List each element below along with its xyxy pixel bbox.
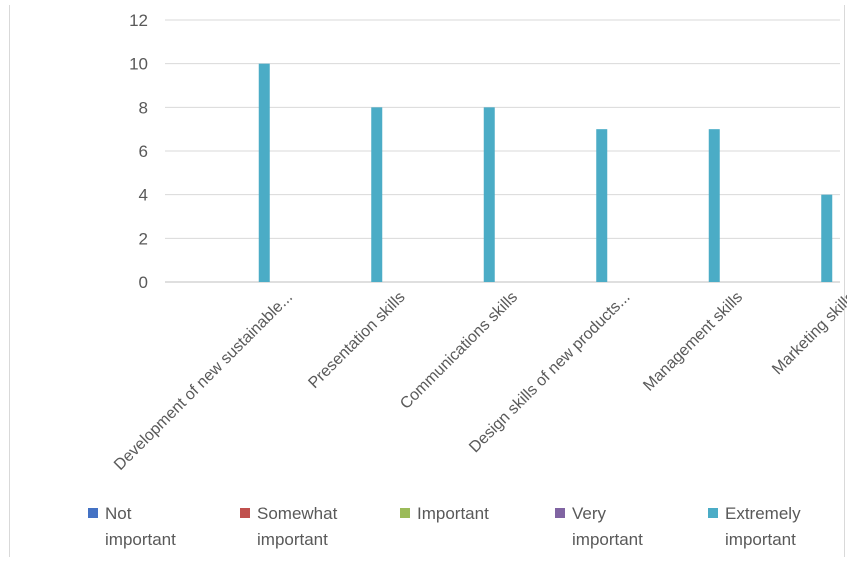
y-tick-label: 10 — [129, 55, 148, 74]
bar — [371, 107, 383, 282]
legend-entry: Not important — [88, 504, 176, 549]
legend-entry: Very important — [555, 504, 643, 549]
legend-entry: Extremely important — [708, 504, 801, 549]
legend-label: Somewhat — [257, 504, 338, 523]
y-tick-label: 2 — [139, 229, 148, 248]
x-category-label: Communications skills — [397, 289, 521, 413]
legend-label: Very — [572, 504, 607, 523]
y-tick-label: 4 — [139, 186, 148, 205]
legend-swatch — [88, 508, 98, 518]
chart-frame — [9, 5, 845, 557]
legend-label: important — [257, 530, 328, 549]
x-category-label: Presentation skills — [305, 289, 408, 392]
x-category-label: Marketing skills — [769, 289, 847, 378]
legend-label: important — [572, 530, 643, 549]
legend-entry: Somewhat important — [240, 504, 338, 549]
legend-label: important — [105, 530, 176, 549]
x-category-label: Management skills — [640, 289, 746, 395]
gridlines — [165, 19, 840, 283]
x-axis: Development of new sustainable... Present… — [111, 289, 847, 474]
bar — [821, 194, 833, 282]
x-category-label: Development of new sustainable... — [111, 289, 296, 474]
legend-swatch — [240, 508, 250, 518]
legend: Not important Somewhat important Important Ve… — [88, 504, 801, 549]
legend-label: important — [725, 530, 796, 549]
bars — [258, 63, 833, 282]
y-tick-label: 12 — [129, 11, 148, 30]
legend-swatch — [400, 508, 410, 518]
legend-swatch — [708, 508, 718, 518]
legend-swatch — [555, 508, 565, 518]
bar — [258, 63, 270, 282]
legend-label: Extremely — [725, 504, 801, 523]
legend-label: Important — [417, 504, 489, 523]
y-tick-label: 8 — [139, 98, 148, 117]
y-tick-label: 6 — [139, 142, 148, 161]
y-tick-label: 0 — [139, 273, 148, 292]
bar — [596, 129, 608, 282]
y-axis: 0 2 4 6 8 10 12 — [129, 11, 148, 292]
bar — [708, 129, 720, 282]
bar — [483, 107, 495, 282]
legend-label: Not — [105, 504, 132, 523]
legend-entry: Important — [400, 504, 489, 523]
